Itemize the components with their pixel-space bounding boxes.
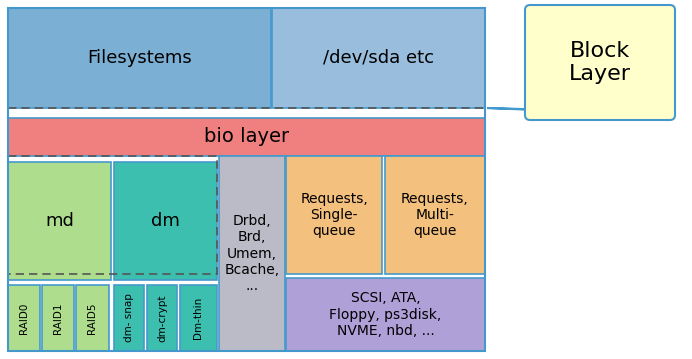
Bar (147, 285, 177, 351)
Bar (8, 156, 217, 274)
Text: RAID1: RAID1 (53, 302, 63, 334)
Bar (8, 162, 111, 280)
Bar (286, 156, 382, 274)
Text: md: md (45, 212, 74, 230)
Bar (42, 285, 74, 351)
Bar (114, 162, 217, 280)
Text: dm: dm (151, 212, 180, 230)
Text: SCSI, ATA,
Floppy, ps3disk,
NVME, nbd, ...: SCSI, ATA, Floppy, ps3disk, NVME, nbd, .… (329, 291, 441, 338)
Text: Filesystems: Filesystems (87, 49, 192, 67)
Text: Drbd,
Brd,
Umem,
Bcache,
...: Drbd, Brd, Umem, Bcache, ... (224, 214, 280, 293)
Bar (272, 8, 485, 108)
Bar (385, 156, 485, 274)
Text: RAID5: RAID5 (87, 302, 98, 334)
Text: Requests,
Single-
queue: Requests, Single- queue (300, 192, 368, 238)
Polygon shape (487, 108, 556, 110)
Text: Requests,
Multi-
queue: Requests, Multi- queue (401, 192, 469, 238)
Bar (8, 285, 40, 351)
Text: bio layer: bio layer (204, 127, 289, 146)
Text: Block
Layer: Block Layer (569, 41, 631, 84)
Bar (286, 278, 485, 351)
Text: dm- snap: dm- snap (124, 294, 134, 342)
Bar (8, 8, 271, 108)
Text: RAID0: RAID0 (19, 302, 29, 334)
Bar (219, 156, 285, 351)
Text: Dm-thin: Dm-thin (194, 297, 203, 339)
Text: /dev/sda etc: /dev/sda etc (323, 49, 434, 67)
Text: dm-crypt: dm-crypt (157, 294, 167, 342)
Bar (532, 100, 668, 116)
FancyBboxPatch shape (525, 5, 675, 120)
Bar (8, 108, 485, 351)
Bar (8, 118, 485, 156)
Bar (114, 285, 144, 351)
Bar (8, 8, 485, 351)
Bar (76, 285, 109, 351)
Bar (180, 285, 217, 351)
